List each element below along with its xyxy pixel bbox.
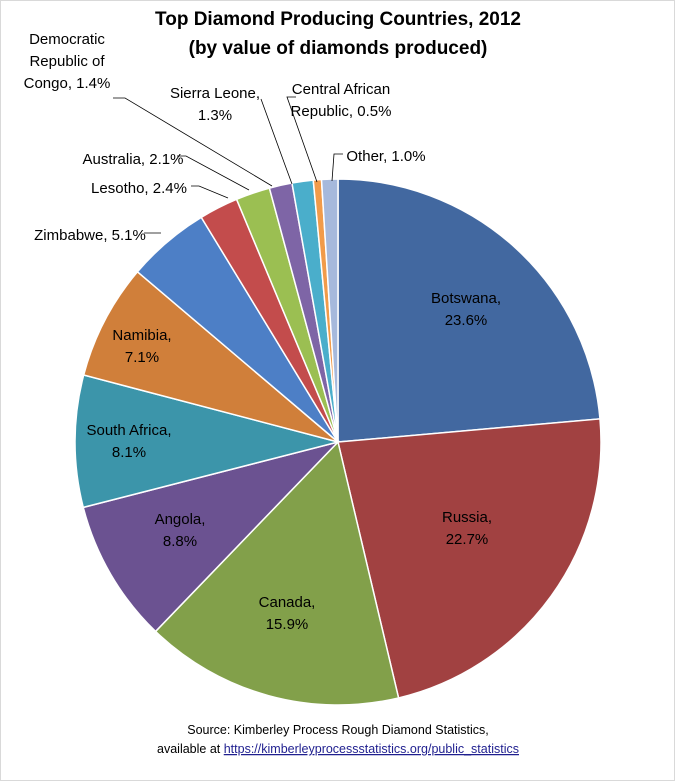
data-label-namibia: Namibia, 7.1% bbox=[112, 327, 171, 366]
source-line-2: available at https://kimberleyprocesssta… bbox=[157, 742, 519, 756]
data-label-line: South Africa, bbox=[86, 422, 171, 439]
pie-slice-botswana bbox=[337, 178, 601, 443]
pie-slice-other bbox=[320, 178, 339, 443]
data-label-democratic-republic-of-congo: Democratic Republic of Congo, 1.4% bbox=[24, 31, 111, 92]
data-label-botswana: Botswana, 23.6% bbox=[431, 290, 501, 329]
data-label-line: 7.1% bbox=[125, 349, 159, 366]
leader-line-lesotho bbox=[191, 185, 229, 199]
data-label-line: 8.1% bbox=[112, 444, 146, 461]
data-label-zimbabwe: Zimbabwe, 5.1% bbox=[34, 227, 146, 244]
data-label-canada: Canada, 15.9% bbox=[259, 594, 316, 633]
data-label-line: Canada, bbox=[259, 594, 316, 611]
data-label-line: Republic, 0.5% bbox=[291, 103, 392, 120]
data-label-other: Other, 1.0% bbox=[346, 148, 425, 165]
data-label-russia: Russia, 22.7% bbox=[442, 509, 492, 548]
chart-title: Top Diamond Producing Countries, 2012 bbox=[155, 9, 521, 30]
chart-subtitle: (by value of diamonds produced) bbox=[189, 38, 488, 59]
data-label-line: Sierra Leone, bbox=[170, 85, 260, 102]
leader-line-democratic-republic-of-congo bbox=[113, 97, 273, 187]
data-label-line: Other, 1.0% bbox=[346, 148, 425, 165]
leader-lines bbox=[113, 96, 343, 234]
data-label-lesotho: Lesotho, 2.4% bbox=[91, 180, 187, 197]
data-label-australia: Australia, 2.1% bbox=[83, 151, 184, 168]
data-label-line: Republic of bbox=[29, 53, 105, 70]
pie-slices bbox=[74, 178, 602, 706]
data-label-line: Australia, 2.1% bbox=[83, 151, 184, 168]
data-label-angola: Angola, 8.8% bbox=[155, 511, 206, 550]
data-label-line: Lesotho, 2.4% bbox=[91, 180, 187, 197]
data-label-line: 22.7% bbox=[446, 531, 489, 548]
data-label-sierra-leone: Sierra Leone, 1.3% bbox=[170, 85, 260, 124]
data-label-line: Congo, 1.4% bbox=[24, 75, 111, 92]
source-link[interactable]: https://kimberleyprocessstatistics.org/p… bbox=[224, 742, 519, 756]
pie-slice-russia bbox=[337, 418, 602, 699]
data-label-line: 23.6% bbox=[445, 312, 488, 329]
data-label-line: Zimbabwe, 5.1% bbox=[34, 227, 146, 244]
leader-line-central-african-republic bbox=[286, 96, 318, 183]
data-label-line: Russia, bbox=[442, 509, 492, 526]
data-label-south-africa: South Africa, 8.1% bbox=[86, 422, 171, 461]
leader-line-sierra-leone bbox=[260, 98, 293, 185]
data-label-line: 1.3% bbox=[198, 107, 232, 124]
slice-labels: Botswana, 23.6% Russia, 22.7% Canada, 15.9% An… bbox=[24, 31, 501, 633]
source-line-1: Source: Kimberley Process Rough Diamond … bbox=[187, 723, 489, 737]
pie-slice-angola bbox=[82, 440, 341, 633]
pie-slice-canada bbox=[154, 440, 400, 706]
data-label-line: Namibia, bbox=[112, 327, 171, 344]
leader-line-other bbox=[331, 153, 343, 182]
data-label-line: Angola, bbox=[155, 511, 206, 528]
data-label-line: 8.8% bbox=[163, 533, 197, 550]
data-label-line: Democratic bbox=[29, 31, 105, 48]
data-label-line: Central African bbox=[292, 81, 390, 98]
pie-slice-south-africa bbox=[74, 374, 341, 509]
data-label-line: Botswana, bbox=[431, 290, 501, 307]
leader-line-australia bbox=[177, 155, 250, 191]
source-prefix: available at bbox=[157, 742, 224, 756]
pie-slice-namibia bbox=[82, 270, 339, 443]
data-label-central-african-republic: Central African Republic, 0.5% bbox=[291, 81, 392, 120]
data-label-line: 15.9% bbox=[266, 616, 309, 633]
